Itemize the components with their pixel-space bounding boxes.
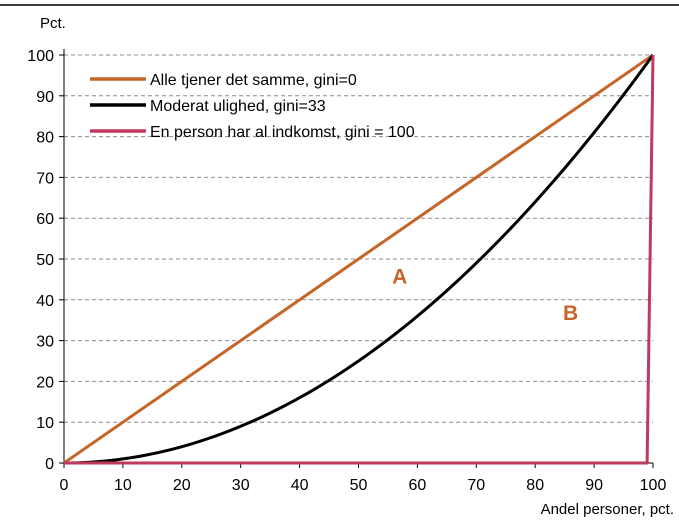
x-tick-label-70: 70: [467, 477, 485, 494]
x-tick-label-20: 20: [173, 477, 191, 494]
x-tick-label-10: 10: [114, 477, 132, 494]
legend: Alle tjener det samme, gini=0 Moderat uli…: [90, 72, 415, 141]
y-tick-label-60: 60: [36, 211, 54, 228]
y-tick-label-70: 70: [36, 170, 54, 187]
series-line-2: [64, 54, 655, 465]
x-tick-label-30: 30: [232, 477, 250, 494]
region-label-b: B: [563, 302, 578, 325]
series-layer: [63, 53, 655, 465]
x-tick-label-60: 60: [409, 477, 427, 494]
y-tick-label-90: 90: [36, 89, 54, 106]
x-tick-label-50: 50: [350, 477, 368, 494]
tick-labels: 0 10 20 30 40 50 60 70 80 90 100 0 10 20 30 40 50 60 70 80 9…: [27, 48, 666, 494]
y-tick-label-30: 30: [36, 334, 54, 351]
y-tick-label-100: 100: [27, 48, 54, 65]
series-line-1: [63, 54, 655, 465]
annotations: AB: [392, 265, 578, 325]
legend-label-0: Alle tjener det samme, gini=0: [150, 72, 357, 89]
legend-label-2: En person har al indkomst, gini = 100: [150, 124, 415, 141]
y-axis-title: Pct.: [40, 15, 66, 32]
x-tick-label-40: 40: [291, 477, 309, 494]
x-tick-label-80: 80: [526, 477, 544, 494]
y-tick-label-10: 10: [36, 415, 54, 432]
x-tick-label-0: 0: [60, 477, 69, 494]
series-line-0: [63, 53, 654, 465]
x-axis-title: Andel personer, pct.: [541, 501, 674, 518]
y-tick-label-0: 0: [45, 456, 54, 473]
y-tick-label-50: 50: [36, 252, 54, 269]
y-tick-label-40: 40: [36, 293, 54, 310]
legend-label-1: Moderat ulighed, gini=33: [150, 98, 326, 115]
y-tick-label-20: 20: [36, 374, 54, 391]
x-tick-label-90: 90: [585, 477, 603, 494]
x-tick-label-100: 100: [640, 477, 667, 494]
region-label-a: A: [392, 265, 407, 288]
y-tick-label-80: 80: [36, 130, 54, 147]
